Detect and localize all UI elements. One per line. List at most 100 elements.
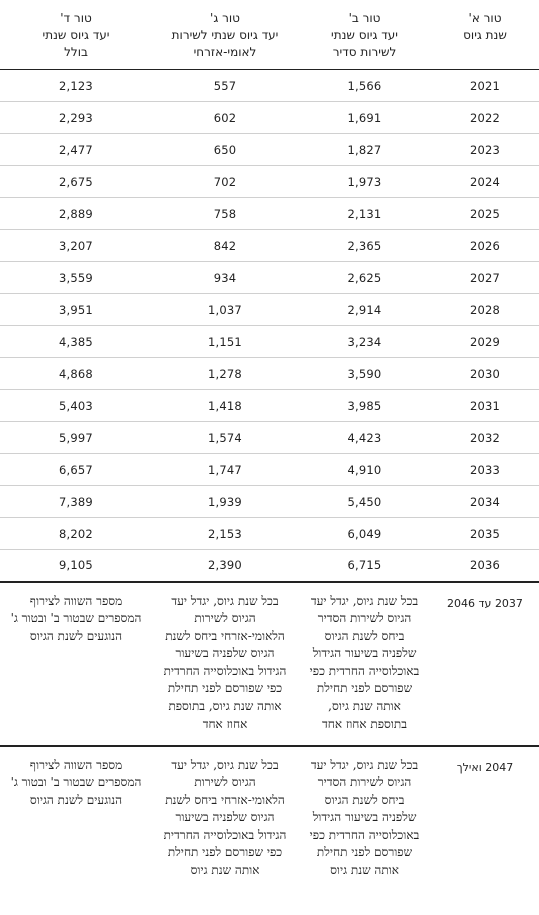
header-col-d-line: טור ד' — [60, 11, 92, 25]
year-cell: 2024 — [431, 165, 539, 198]
rule-year-range: 2047 ואילך — [456, 760, 514, 774]
civic-target-cell: 2,390 — [152, 549, 298, 583]
total-target-cell: 9,105 — [0, 549, 152, 583]
rule-total-cell: מספר השווה לצירוף המספרים שבטור ב' ובטור… — [0, 746, 152, 915]
total-target-cell: 6,657 — [0, 453, 152, 486]
year-rows: 2021 1,566 557 2,123 2022 1,691 602 2,293 2023… — [0, 69, 539, 583]
regular-target-cell: 2,131 — [298, 197, 431, 230]
civic-target-cell: 1,747 — [152, 453, 298, 486]
year-cell: 2036 — [431, 549, 539, 583]
year-cell: 2027 — [431, 261, 539, 294]
total-target-cell: 3,559 — [0, 261, 152, 294]
regular-target-cell: 1,566 — [298, 69, 431, 102]
total-target-cell: 5,403 — [0, 389, 152, 422]
regular-target-cell: 1,973 — [298, 165, 431, 198]
table-row: 2030 3,590 1,278 4,868 — [0, 357, 539, 390]
civic-target-cell: 1,939 — [152, 485, 298, 518]
rule-regular-text: בכל שנת גיוס, יגדל יעד הגיוס לשירות הסדי… — [309, 757, 420, 878]
year-cell: 2031 — [431, 389, 539, 422]
table-header: טור א' שנת גיוס טור ב' יעד גיוס שנתי לשי… — [0, 0, 539, 70]
rule-year-range-cell: 2047 ואילך — [431, 746, 539, 915]
year-cell: 2035 — [431, 517, 539, 550]
rule-regular-text: בכל שנת גיוס, יגדל יעד הגיוס לשירות הסדי… — [309, 593, 420, 731]
header-col-d-line: בולל — [64, 45, 88, 59]
civic-target-cell: 842 — [152, 229, 298, 262]
header-col-d-line: יעד גיוס שנתי — [42, 28, 110, 42]
regular-target-cell: 5,450 — [298, 485, 431, 518]
table-row: 2022 1,691 602 2,293 — [0, 101, 539, 134]
table-row: 2021 1,566 557 2,123 — [0, 69, 539, 102]
civic-target-cell: 702 — [152, 165, 298, 198]
rule-year-range: 2037 עד 2046 — [447, 596, 523, 610]
header-col-c-line: יעד גיוס שנתי לשירות — [171, 28, 279, 42]
total-target-cell: 3,951 — [0, 293, 152, 326]
regular-target-cell: 3,985 — [298, 389, 431, 422]
header-col-c-line: טור ג' — [210, 11, 240, 25]
header-col-a-line: טור א' — [468, 11, 502, 25]
year-cell: 2034 — [431, 485, 539, 518]
table-row: 2029 3,234 1,151 4,385 — [0, 325, 539, 358]
year-cell: 2028 — [431, 293, 539, 326]
civic-target-cell: 934 — [152, 261, 298, 294]
total-target-cell: 2,123 — [0, 69, 152, 102]
regular-target-cell: 3,590 — [298, 357, 431, 390]
rule-civic-text: בכל שנת גיוס, יגדל יעד הגיוס לשירות הלאו… — [163, 593, 287, 731]
total-target-cell: 2,675 — [0, 165, 152, 198]
civic-target-cell: 1,151 — [152, 325, 298, 358]
total-target-cell: 3,207 — [0, 229, 152, 262]
header-col-c-line: לאומי-אזרחי — [193, 45, 257, 59]
regular-target-cell: 2,914 — [298, 293, 431, 326]
header-col-a: טור א' שנת גיוס — [431, 0, 539, 70]
year-cell: 2022 — [431, 101, 539, 134]
year-cell: 2033 — [431, 453, 539, 486]
total-target-cell: 7,389 — [0, 485, 152, 518]
year-cell: 2029 — [431, 325, 539, 358]
rule-civic-text: בכל שנת גיוס, יגדל יעד הגיוס לשירות הלאו… — [163, 757, 287, 878]
table-row: 2031 3,985 1,418 5,403 — [0, 389, 539, 422]
civic-target-cell: 758 — [152, 197, 298, 230]
regular-target-cell: 6,049 — [298, 517, 431, 550]
document-page: טור א' שנת גיוס טור ב' יעד גיוס שנתי לשי… — [0, 0, 539, 877]
year-cell: 2026 — [431, 229, 539, 262]
total-target-cell: 5,997 — [0, 421, 152, 454]
header-col-b-line: לשירות סדיר — [332, 45, 397, 59]
table-row: 2035 6,049 2,153 8,202 — [0, 517, 539, 550]
rule-row: 2037 עד 2046 בכל שנת גיוס, יגדל יעד הגיו… — [0, 581, 539, 747]
year-cell: 2025 — [431, 197, 539, 230]
header-col-b: טור ב' יעד גיוס שנתי לשירות סדיר — [298, 0, 431, 70]
total-target-cell: 2,477 — [0, 133, 152, 166]
rule-civic-cell: בכל שנת גיוס, יגדל יעד הגיוס לשירות הלאו… — [152, 581, 298, 747]
civic-target-cell: 1,278 — [152, 357, 298, 390]
rule-civic-cell: בכל שנת גיוס, יגדל יעד הגיוס לשירות הלאו… — [152, 746, 298, 915]
total-target-cell: 4,385 — [0, 325, 152, 358]
civic-target-cell: 1,418 — [152, 389, 298, 422]
civic-target-cell: 2,153 — [152, 517, 298, 550]
rule-regular-cell: בכל שנת גיוס, יגדל יעד הגיוס לשירות הסדי… — [298, 746, 431, 915]
table-row: 2036 6,715 2,390 9,105 — [0, 549, 539, 583]
rule-total-cell: מספר השווה לצירוף המספרים שבטור ב' ובטור… — [0, 581, 152, 747]
header-col-d: טור ד' יעד גיוס שנתי בולל — [0, 0, 152, 70]
regular-target-cell: 3,234 — [298, 325, 431, 358]
year-cell: 2023 — [431, 133, 539, 166]
total-target-cell: 2,293 — [0, 101, 152, 134]
regular-target-cell: 1,691 — [298, 101, 431, 134]
header-col-c: טור ג' יעד גיוס שנתי לשירות לאומי-אזרחי — [152, 0, 298, 70]
table-row: 2034 5,450 1,939 7,389 — [0, 485, 539, 518]
header-col-b-line: טור ב' — [348, 11, 381, 25]
civic-target-cell: 602 — [152, 101, 298, 134]
civic-target-cell: 1,574 — [152, 421, 298, 454]
regular-target-cell: 2,625 — [298, 261, 431, 294]
table-row: 2023 1,827 650 2,477 — [0, 133, 539, 166]
rule-total-text: מספר השווה לצירוף המספרים שבטור ב' ובטור… — [10, 757, 142, 807]
regular-target-cell: 2,365 — [298, 229, 431, 262]
year-cell: 2021 — [431, 69, 539, 102]
table-row: 2033 4,910 1,747 6,657 — [0, 453, 539, 486]
rule-year-range-cell: 2037 עד 2046 — [431, 581, 539, 747]
year-cell: 2030 — [431, 357, 539, 390]
regular-target-cell: 1,827 — [298, 133, 431, 166]
regular-target-cell: 6,715 — [298, 549, 431, 583]
table-row: 2028 2,914 1,037 3,951 — [0, 293, 539, 326]
year-cell: 2032 — [431, 421, 539, 454]
header-col-b-line: יעד גיוס שנתי — [331, 28, 398, 42]
